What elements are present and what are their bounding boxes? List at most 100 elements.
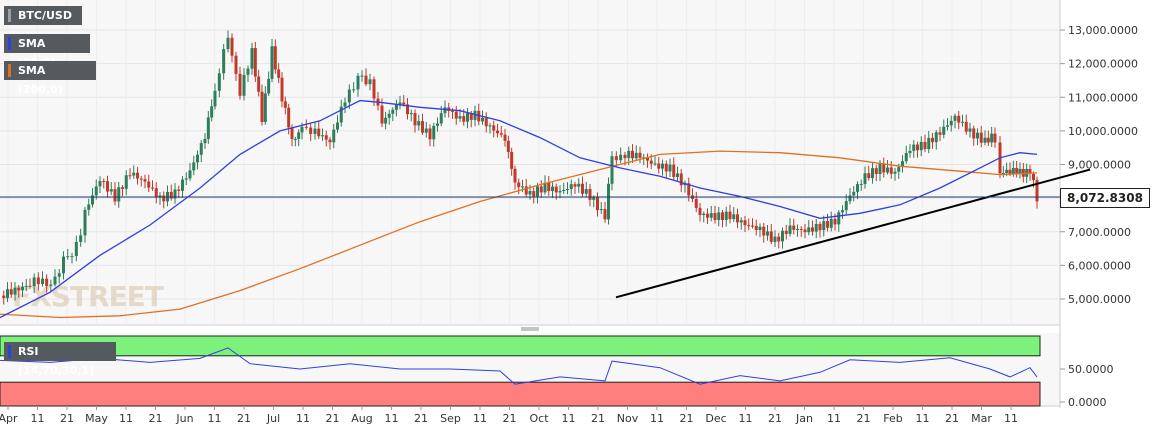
legend-symbol[interactable]: BTC/USD xyxy=(4,6,82,25)
candle-body xyxy=(837,212,841,225)
candle-body xyxy=(904,153,908,162)
time-tick-label: 11 xyxy=(208,412,222,425)
candle-body xyxy=(679,173,683,186)
candle-body xyxy=(792,225,796,230)
legend-sma-200[interactable]: SMA (200,0) xyxy=(4,61,96,96)
candle-body xyxy=(45,278,49,286)
candle-body xyxy=(901,161,904,168)
candle-body xyxy=(297,132,301,139)
candle-body xyxy=(98,181,102,187)
candle-body xyxy=(619,154,623,161)
time-tick-label: 21 xyxy=(149,412,163,425)
candle-body xyxy=(676,173,679,177)
candle-body xyxy=(424,128,428,133)
candle-body xyxy=(413,113,417,126)
candle-body xyxy=(631,150,634,159)
legend-sma-200-label: SMA (200,0) xyxy=(18,64,63,96)
price-series xyxy=(2,30,1039,305)
candle-body xyxy=(841,210,844,213)
candle-body xyxy=(983,137,987,143)
candle-body xyxy=(503,134,507,141)
time-tick-label: Dec xyxy=(705,412,726,425)
candle-body xyxy=(250,48,254,69)
candle-body xyxy=(863,173,867,184)
candle-body xyxy=(558,191,562,193)
candle-body xyxy=(368,79,372,85)
legend-sma-50[interactable]: SMA (50,0) xyxy=(4,34,90,69)
rsi-axis: 50.0000 0.0000 xyxy=(1060,363,1114,409)
candle-body xyxy=(398,102,402,105)
candle-body xyxy=(136,172,139,179)
candle-body xyxy=(724,211,728,220)
candle-body xyxy=(923,141,927,150)
candle-body xyxy=(766,231,769,236)
candle-body xyxy=(462,116,466,122)
candle-body xyxy=(499,133,503,135)
time-tick-label: 21 xyxy=(680,412,694,425)
candle-body xyxy=(990,133,994,143)
time-tick-label: 11 xyxy=(473,412,487,425)
candle-body xyxy=(554,186,558,193)
candle-body xyxy=(758,226,762,230)
candle-body xyxy=(488,125,492,127)
candle-body xyxy=(409,113,413,115)
time-tick-label: 21 xyxy=(503,412,517,425)
candle-body xyxy=(543,182,547,193)
candle-body xyxy=(728,211,732,220)
candle-body xyxy=(566,188,569,190)
candle-body xyxy=(347,89,351,103)
time-tick-label: 21 xyxy=(768,412,782,425)
candle-body xyxy=(492,125,496,131)
candle-body xyxy=(878,163,882,174)
sma-200-path xyxy=(0,150,1038,319)
candle-body xyxy=(484,117,488,127)
candle-body xyxy=(1011,168,1015,174)
rsi-oversold-band xyxy=(0,381,1041,407)
candle-body xyxy=(672,164,676,177)
candle-body xyxy=(852,191,856,196)
candle-body xyxy=(230,37,234,56)
candle-body xyxy=(953,115,957,121)
candle-body xyxy=(807,227,811,233)
sma-50-path xyxy=(0,99,1038,319)
candle-body xyxy=(267,78,271,94)
candle-body xyxy=(1001,172,1005,174)
candle-body xyxy=(867,173,871,179)
candle-body xyxy=(927,137,931,150)
candle-body xyxy=(1008,169,1012,174)
candle-body xyxy=(436,123,439,126)
candle-body xyxy=(2,295,6,299)
candle-body xyxy=(206,117,210,139)
candle-body xyxy=(993,133,997,143)
time-tick-label: 11 xyxy=(650,412,664,425)
candle-body xyxy=(324,135,328,140)
candle-body xyxy=(607,183,610,220)
legend-rsi-label: RSI (14,70,30,1) xyxy=(18,345,95,377)
candle-body xyxy=(859,183,863,185)
candle-body xyxy=(188,170,192,179)
candle-body xyxy=(653,163,657,165)
legend-rsi[interactable]: RSI (14,70,30,1) xyxy=(4,342,116,377)
candle-body xyxy=(309,127,313,134)
candle-body xyxy=(1035,180,1039,202)
candle-body xyxy=(536,186,539,197)
candle-body xyxy=(238,73,242,96)
candle-body xyxy=(439,113,443,124)
candle-body xyxy=(1028,168,1032,174)
candle-body xyxy=(871,168,874,179)
candle-body xyxy=(702,213,706,216)
splitter-handle[interactable] xyxy=(521,327,539,331)
candle-body xyxy=(732,214,736,220)
candle-body xyxy=(588,188,592,200)
candle-body xyxy=(336,122,339,130)
candle-body xyxy=(826,221,829,228)
candle-body xyxy=(799,228,803,230)
candle-body xyxy=(143,179,147,182)
candle-body xyxy=(352,89,356,91)
candle-body xyxy=(844,201,848,211)
candle-body xyxy=(263,93,267,122)
candle-body xyxy=(13,287,17,295)
legend-symbol-label: BTC/USD xyxy=(18,9,72,22)
candle-body xyxy=(908,150,912,154)
